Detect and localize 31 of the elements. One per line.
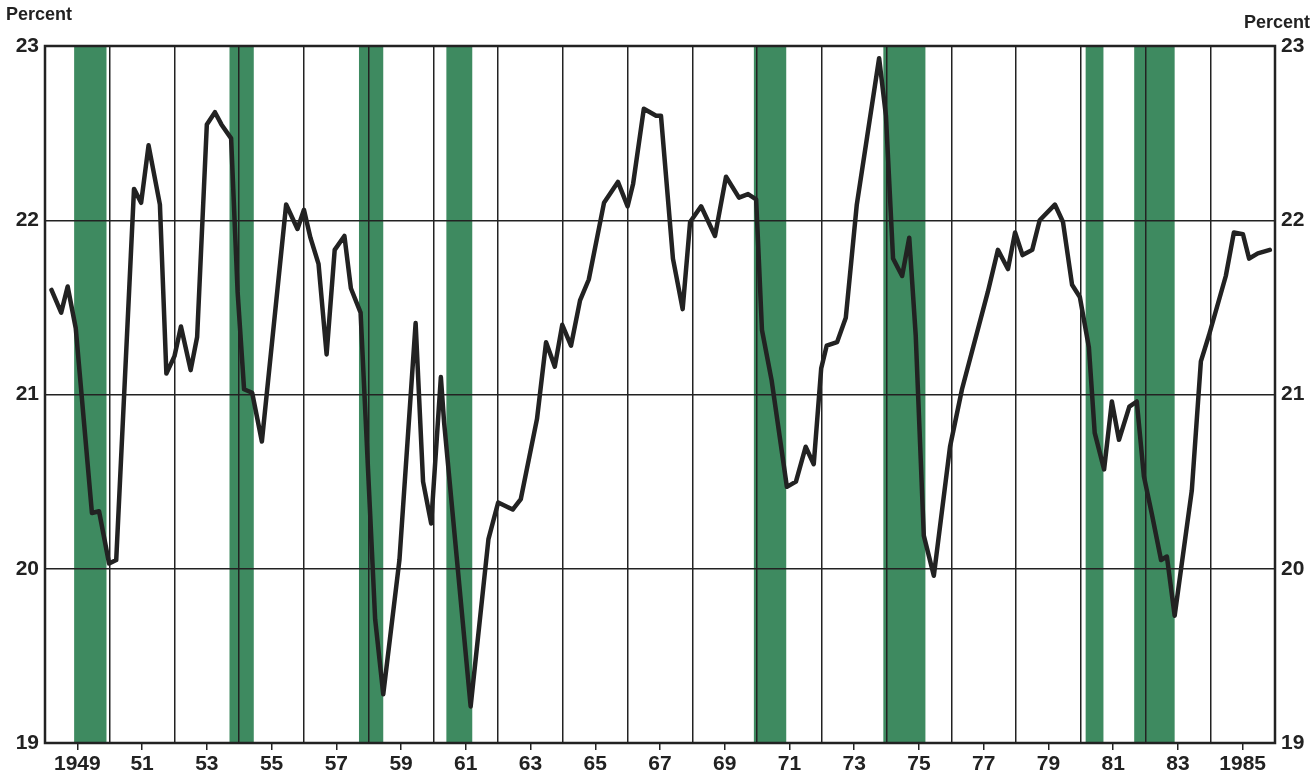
- y2-axis-title: Percent: [1243, 11, 1310, 32]
- y-tick-label: 19: [15, 729, 39, 753]
- y-tick-label: 21: [15, 381, 40, 405]
- x-tick-label: 75: [907, 751, 931, 775]
- x-tick-label: 79: [1036, 751, 1061, 775]
- x-tick-label: 69: [713, 751, 737, 775]
- x-tick-label: 51: [130, 751, 155, 775]
- x-tick-label: 67: [648, 751, 672, 775]
- x-tick-label: 83: [1166, 751, 1190, 775]
- y2-tick-label: 22: [1281, 207, 1305, 231]
- x-tick-label: 77: [972, 751, 996, 775]
- y2-tick-label: 21: [1281, 381, 1305, 405]
- x-tick-label: 57: [324, 751, 348, 775]
- x-tick-label: 71: [777, 751, 802, 775]
- x-tick-label: 55: [259, 751, 284, 775]
- y-tick-label: 23: [15, 32, 39, 56]
- x-tick-label: 81: [1101, 751, 1126, 775]
- y2-tick-label: 19: [1281, 729, 1305, 753]
- x-tick-label: 1985: [1219, 751, 1267, 775]
- y-tick-label: 22: [15, 207, 39, 231]
- x-tick-label: 63: [518, 751, 543, 775]
- x-tick-label: 65: [583, 751, 608, 775]
- x-tick-label: 53: [195, 751, 219, 775]
- y2-tick-label: 20: [1281, 555, 1305, 579]
- y-axis-title: Percent: [6, 3, 73, 24]
- x-tick-label: 61: [454, 751, 478, 775]
- y2-tick-label: 23: [1281, 32, 1305, 56]
- y-tick-label: 20: [15, 555, 39, 579]
- x-tick-label: 59: [389, 751, 413, 775]
- x-tick-label: 1949: [54, 751, 101, 775]
- x-tick-label: 73: [842, 751, 866, 775]
